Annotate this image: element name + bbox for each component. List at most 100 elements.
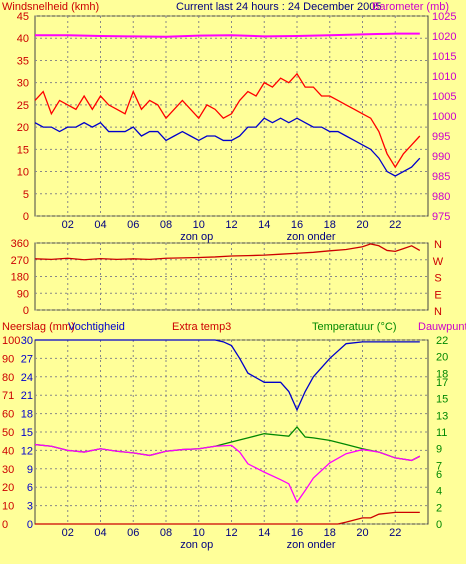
x-tick-p3-02: 02 [62, 527, 74, 539]
x-tick-p1-04: 04 [94, 219, 106, 231]
y-tick-baro-1005: 1005 [432, 91, 456, 103]
y-tick-dir-360: 360 [11, 238, 29, 250]
y-tick-rain-15: 15 [21, 427, 33, 439]
label-extra: Extra temp3 [172, 321, 231, 333]
y-tick-temp-22: 22 [436, 335, 448, 347]
y-tick-baro-1020: 1020 [432, 31, 456, 43]
y-tick-wind-30: 30 [17, 78, 29, 90]
y-tick-dir-90: 90 [17, 288, 29, 300]
y-tick-baro-1010: 1010 [432, 71, 456, 83]
y-tick-wind-45: 45 [17, 11, 29, 23]
y-tick-hum-40: 40 [2, 445, 14, 457]
y-tick-rain-27: 27 [21, 353, 33, 365]
x-tick-p3-20: 20 [356, 527, 368, 539]
x-tick-p3-08: 08 [160, 527, 172, 539]
y-tick-temp-20: 20 [436, 352, 448, 364]
x-tick-p1-20: 20 [356, 219, 368, 231]
y-tick-rain-6: 6 [27, 482, 33, 494]
x-tick-p1-18: 18 [324, 219, 336, 231]
y-tick-rain-21: 21 [21, 390, 33, 402]
series-p1-windsnelheid-avg [34, 117, 421, 177]
right-label-barometer: Barometer (mb) [372, 1, 449, 13]
y-tick-rain-0: 0 [27, 519, 33, 531]
y-tick-temp-18: 18 [436, 368, 448, 380]
chart-title: Current last 24 hours : 24 December 2005 [176, 1, 381, 13]
y-tick-hum-20: 20 [2, 482, 14, 494]
dir-label-2: S [434, 273, 441, 285]
y-tick-hum-90: 90 [2, 353, 14, 365]
y-tick-baro-990: 990 [432, 151, 450, 163]
y-tick-baro-1025: 1025 [432, 11, 456, 23]
x-tick-p3-14: 14 [258, 527, 270, 539]
y-tick-rain-30: 30 [21, 335, 33, 347]
y-tick-hum-50: 50 [2, 427, 14, 439]
series-p3-dauwpunt [34, 443, 421, 504]
y-tick-hum-10: 10 [2, 501, 14, 513]
series-p3-vochtigheid [35, 339, 420, 412]
y-tick-rain-12: 12 [21, 445, 33, 457]
x-tick-p3-16: 16 [291, 527, 303, 539]
y-tick-temp-4: 4 [436, 486, 442, 498]
y-tick-hum-71: 71 [2, 390, 14, 402]
y-tick-temp-2: 2 [436, 502, 442, 514]
y-tick-hum-0: 0 [2, 519, 8, 531]
y-tick-wind-20: 20 [17, 122, 29, 134]
series-p3-neerslag [35, 511, 420, 525]
y-tick-hum-100: 100 [2, 335, 20, 347]
zon-op-label-p3: zon op [180, 539, 213, 551]
y-tick-wind-10: 10 [17, 167, 29, 179]
left-label-wind: Windsnelheid (kmh) [2, 1, 99, 13]
zon-onder-label-p1: zon onder [287, 231, 336, 243]
y-tick-rain-18: 18 [21, 409, 33, 421]
y-tick-baro-1015: 1015 [432, 51, 456, 63]
x-tick-p3-22: 22 [389, 527, 401, 539]
y-tick-wind-40: 40 [17, 33, 29, 45]
label-neerslag: Neerslag (mm) [2, 321, 75, 333]
y-tick-hum-30: 30 [2, 464, 14, 476]
y-tick-baro-985: 985 [432, 171, 450, 183]
y-tick-baro-980: 980 [432, 191, 450, 203]
label-temp: Temperatuur (°C) [312, 321, 396, 333]
series-p1-windsnelheid-gust [34, 72, 421, 169]
x-tick-p1-08: 08 [160, 219, 172, 231]
x-tick-p1-02: 02 [62, 219, 74, 231]
y-tick-rain-24: 24 [21, 372, 33, 384]
y-tick-hum-60: 60 [2, 409, 14, 421]
x-tick-p1-14: 14 [258, 219, 270, 231]
y-tick-dir-180: 180 [11, 272, 29, 284]
y-tick-temp-6: 6 [436, 469, 442, 481]
x-tick-p3-06: 06 [127, 527, 139, 539]
dir-label-4: N [434, 306, 442, 318]
y-tick-wind-35: 35 [17, 55, 29, 67]
y-tick-dir-0: 0 [23, 305, 29, 317]
y-tick-wind-5: 5 [23, 189, 29, 201]
y-tick-hum-80: 80 [2, 372, 14, 384]
y-tick-wind-0: 0 [23, 211, 29, 223]
x-tick-p3-10: 10 [193, 527, 205, 539]
dir-label-3: E [434, 289, 441, 301]
dir-label-0: N [434, 239, 442, 251]
x-tick-p3-04: 04 [94, 527, 106, 539]
dir-label-1: W [433, 256, 444, 268]
x-tick-p1-16: 16 [291, 219, 303, 231]
zon-onder-label-p3: zon onder [287, 539, 336, 551]
y-tick-temp-13: 13 [436, 410, 448, 422]
label-vochtigheid: Vochtigheid [68, 321, 125, 333]
y-tick-rain-3: 3 [27, 501, 33, 513]
y-tick-baro-995: 995 [432, 131, 450, 143]
y-tick-temp-17: 17 [436, 377, 448, 389]
y-tick-baro-1000: 1000 [432, 111, 456, 123]
y-tick-temp-15: 15 [436, 394, 448, 406]
y-tick-rain-9: 9 [27, 464, 33, 476]
series-p2-windrichting [34, 243, 421, 261]
y-tick-temp-9: 9 [436, 444, 442, 456]
y-tick-temp-0: 0 [436, 519, 442, 531]
y-tick-dir-270: 270 [11, 255, 29, 267]
x-tick-p3-12: 12 [225, 527, 237, 539]
x-tick-p3-18: 18 [324, 527, 336, 539]
x-tick-p1-12: 12 [225, 219, 237, 231]
y-tick-temp-7: 7 [436, 460, 442, 472]
x-tick-p1-06: 06 [127, 219, 139, 231]
